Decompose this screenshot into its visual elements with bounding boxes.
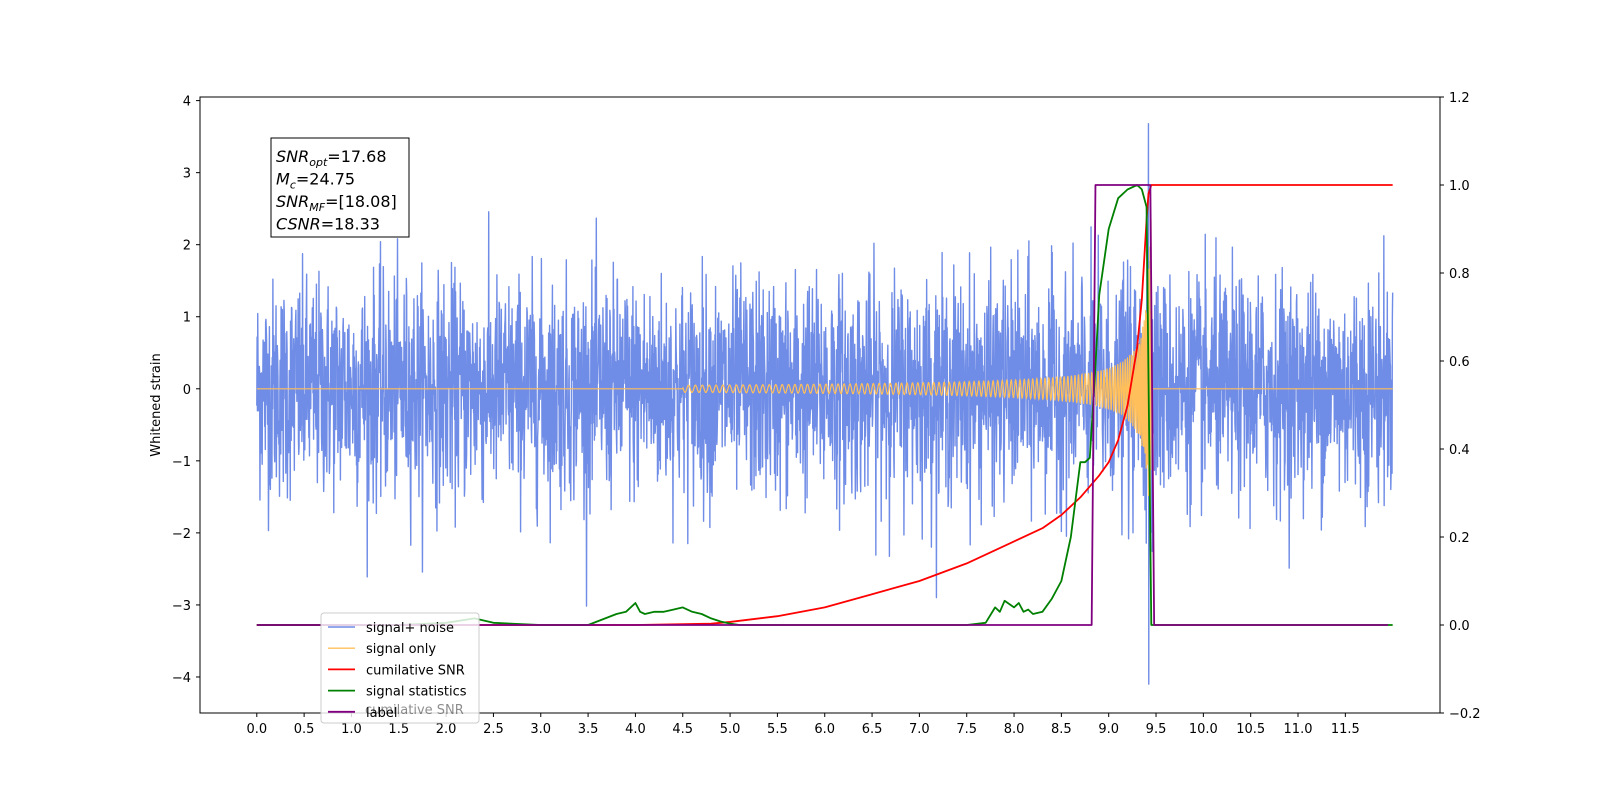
y-right-tick-label: 0.8 [1449, 267, 1470, 282]
annotation-line: Mc=24.75 [276, 170, 355, 192]
y-right-tick-label: 1.2 [1449, 91, 1470, 106]
x-tick-label: 10.0 [1189, 722, 1218, 737]
x-tick-label: 8.5 [1051, 722, 1072, 737]
y-right-tick-label: 0.0 [1449, 619, 1470, 634]
x-tick-label: 5.0 [720, 722, 741, 737]
legend-entry-label: signal only [366, 642, 436, 657]
legend-frame [320, 612, 480, 724]
y-right-tick-label: 0.4 [1449, 443, 1470, 458]
legend-entry-label: cumilative SNR [366, 663, 465, 678]
y-right-tick-label: 0.6 [1449, 355, 1470, 370]
x-tick-label: 0.5 [294, 722, 315, 737]
series-line-signal-noise [256, 122, 1394, 685]
x-tick-label: 1.5 [388, 722, 409, 737]
x-tick-label: 9.0 [1098, 722, 1119, 737]
x-tick-label: 5.5 [767, 722, 788, 737]
x-tick-label: 8.0 [1004, 722, 1025, 737]
plot-area [199, 96, 1441, 714]
series-line-label [256, 184, 1388, 626]
y-right-tick-label: −0.2 [1449, 707, 1481, 722]
annotation-line: SNRMF=[18.08] [276, 192, 397, 214]
y-left-tick-label: −3 [172, 599, 191, 614]
legend-entry-label: signal statistics [366, 685, 467, 700]
x-tick-label: 3.5 [578, 722, 599, 737]
x-tick-label: 4.5 [672, 722, 693, 737]
legend-entry-label: signal+ noise [366, 621, 454, 636]
x-tick-label: 9.5 [1146, 722, 1167, 737]
y-left-tick-label: 1 [183, 311, 191, 326]
y-axis-right: 1.2 1.0 0.8 0.6 0.4 0.2 0.0 −0.2 [1440, 91, 1481, 722]
x-axis: 0.0 0.5 1.0 1.5 2.0 2.5 3.0 3.5 4.0 4.5 5.0 5.5 6.0 6… [246, 713, 1360, 737]
y-axis-left-title: Whitened strain [149, 353, 164, 456]
plot-frame [199, 96, 1441, 714]
legend: cumilative SNR signal+ noise signal only cu… [320, 612, 480, 724]
x-tick-label: 11.5 [1331, 722, 1360, 737]
series-layer [256, 122, 1394, 685]
y-left-tick-label: 0 [183, 383, 191, 398]
annotation-box: SNRopt=17.68Mc=24.75SNRMF=[18.08]CSNR=18… [270, 137, 410, 238]
series-line-signal-statistics [256, 184, 1393, 626]
x-tick-label: 2.5 [483, 722, 504, 737]
annotation-line: CSNR=18.33 [276, 215, 380, 234]
x-tick-label: 6.5 [862, 722, 883, 737]
x-tick-label: 11.0 [1284, 722, 1313, 737]
x-tick-label: 1.0 [341, 722, 362, 737]
y-left-tick-label: 3 [183, 167, 191, 182]
y-left-tick-label: −4 [172, 671, 191, 686]
x-tick-label: 2.0 [436, 722, 457, 737]
x-tick-label: 7.5 [956, 722, 977, 737]
x-tick-label: 3.0 [530, 722, 551, 737]
y-right-tick-label: 1.0 [1449, 179, 1470, 194]
legend-hidden-text: cumilative SNR [365, 703, 464, 718]
y-left-tick-label: −1 [172, 455, 191, 470]
annotation-frame [270, 137, 410, 238]
y-left-tick-label: −2 [172, 527, 191, 542]
x-tick-label: 10.5 [1236, 722, 1265, 737]
y-left-tick-label: 2 [183, 239, 191, 254]
legend-entry-label: label [366, 706, 397, 721]
x-tick-label: 0.0 [246, 722, 267, 737]
series-line-signal-only [256, 219, 1393, 528]
annotation-line: SNRopt=17.68 [276, 147, 387, 169]
x-tick-label: 4.0 [625, 722, 646, 737]
y-right-tick-label: 0.2 [1449, 531, 1470, 546]
x-tick-label: 6.0 [814, 722, 835, 737]
x-tick-label: 7.0 [909, 722, 930, 737]
y-axis-left: 4 3 2 1 0 −1 −2 −3 −4 [172, 95, 200, 686]
y-left-tick-label: 4 [183, 95, 191, 110]
